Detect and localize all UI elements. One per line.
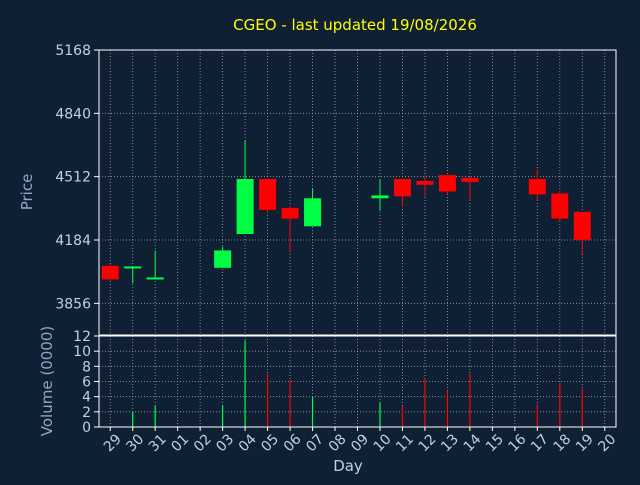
candle-body: [304, 198, 322, 227]
x-tick-label: 16: [506, 431, 530, 455]
x-tick-label: 01: [168, 431, 192, 455]
candle-body: [259, 178, 277, 210]
candle-body: [416, 180, 434, 185]
x-tick-label: 17: [528, 431, 552, 455]
volume-tick-label: 2: [82, 405, 91, 421]
candle-body: [573, 211, 591, 240]
chart-title: CGEO - last updated 19/08/2026: [233, 16, 477, 34]
x-tick-label: 03: [213, 431, 237, 455]
price-y-ticks: 3856 4184 4512 4840 5168: [55, 43, 99, 312]
candle-body: [214, 250, 232, 268]
price-tick-label: 5168: [55, 43, 91, 59]
x-tick-label: 11: [393, 431, 417, 455]
x-axis-label: Day: [333, 457, 363, 475]
x-tick-label: 09: [348, 431, 372, 455]
candle-body: [124, 266, 142, 269]
x-tick-label: 12: [416, 431, 440, 455]
x-tick-label: 06: [281, 431, 305, 455]
price-candles: [101, 140, 591, 284]
price-grid: [99, 49, 616, 335]
x-tick-label: 07: [303, 431, 327, 455]
volume-tick-label: 0: [82, 420, 91, 436]
x-tick-label: 20: [595, 431, 619, 455]
candle-body: [101, 265, 119, 280]
x-tick-label: 29: [101, 431, 125, 455]
volume-tick-label: 4: [82, 390, 91, 406]
price-tick-label: 4184: [55, 233, 91, 249]
candle-body: [461, 178, 479, 182]
volume-tick-label: 12: [73, 329, 91, 345]
candle-body: [438, 175, 456, 192]
x-tick-label: 04: [236, 431, 260, 455]
candle-body: [146, 277, 164, 280]
volume-bars: [132, 340, 583, 427]
price-tick-label: 3856: [55, 296, 91, 312]
x-tick-label: 18: [550, 431, 574, 455]
price-axis-label: Price: [18, 174, 36, 211]
volume-tick-label: 10: [73, 344, 91, 360]
x-tick-label: 05: [258, 431, 282, 455]
candle-body: [371, 195, 389, 199]
volume-grid: [99, 335, 616, 428]
candle-body: [236, 178, 254, 235]
volume-tick-label: 8: [82, 359, 91, 375]
price-panel-frame: [98, 49, 617, 336]
x-tick-label: 14: [461, 431, 485, 455]
price-tick-label: 4512: [55, 170, 91, 186]
volume-tick-label: 6: [82, 375, 91, 391]
volume-axis-label: Volume (0000): [38, 326, 56, 436]
candle-body: [393, 178, 411, 197]
x-tick-label: 02: [191, 431, 215, 455]
x-tick-label: 10: [371, 431, 395, 455]
candle-body: [281, 207, 299, 219]
x-tick-label: 15: [483, 431, 507, 455]
x-tick-label: 30: [123, 431, 147, 455]
x-tick-labels: 2930310102030405060708091011121314151617…: [101, 427, 619, 455]
candle-body: [551, 193, 569, 219]
price-tick-label: 4840: [55, 106, 91, 122]
x-tick-label: 13: [438, 431, 462, 455]
x-tick-label: 31: [146, 431, 170, 455]
candle-body: [528, 178, 546, 195]
x-tick-label: 19: [573, 431, 597, 455]
x-tick-label: 08: [326, 431, 350, 455]
